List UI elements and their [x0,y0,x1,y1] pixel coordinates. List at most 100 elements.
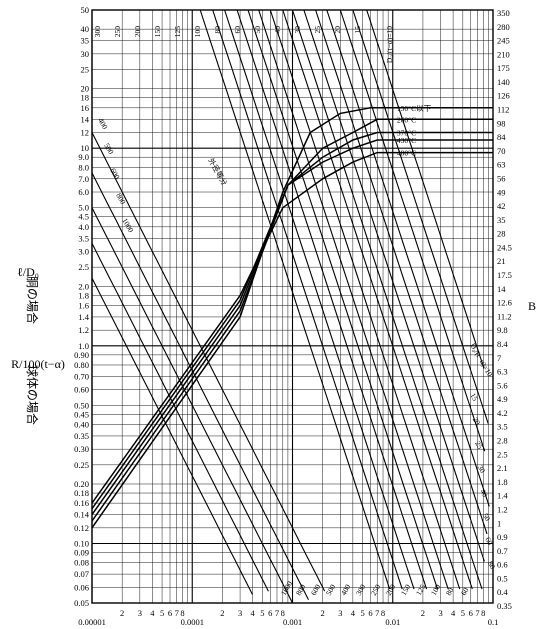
d0-value-label: 80 [486,560,498,571]
d0-value-label: 400 [339,583,353,597]
right-tick-label: 126 [497,91,510,101]
x-tick-label: 8 [180,608,184,618]
y-axis-label-top: ℓ/D₀ [17,265,39,279]
y-tick-label: 0.35 [74,431,89,441]
y-tick-label: 4.5 [78,212,89,222]
d0-ratio-line [236,9,428,590]
d0-value-label: 60 [459,586,471,597]
d0-value-label: 20 [471,416,483,427]
right-tick-label: 11.2 [497,311,512,321]
d0-ratio-line [269,9,461,590]
y-tick-label: 2.5 [78,262,89,272]
d0-ratio-line [291,9,483,590]
x-tick-label: 7 [475,608,479,618]
d0-value-label: 200 [384,583,398,597]
x-tick-label: 4 [250,608,255,618]
d0-value-label: 400 [96,117,110,131]
right-tick-label: 8.4 [497,339,508,349]
right-tick-label: 0.7 [497,546,508,556]
x-tick-label: 3 [138,608,142,618]
x-tick-label: 5 [160,608,164,618]
d0-ratio-line [91,172,309,601]
d0-value-label: 600 [309,583,323,597]
right-tick-label: 35 [497,215,506,225]
right-tick-label: 21 [497,256,506,266]
x-tick-label: 6 [268,608,272,618]
y-tick-label: 1.0 [78,341,89,351]
d0-value-label: 50 [481,512,493,523]
y-tick-label: 1.2 [78,325,89,335]
d0-value-label: 15 [468,392,480,403]
x-tick-label: 7 [175,608,179,618]
y-tick-label: 9.0 [78,152,89,162]
y-tick-label: 2.0 [78,281,89,291]
d0-ratio-line [366,9,485,369]
d0-value-label: 500 [102,142,116,156]
x-tick-label: 4 [451,608,456,618]
right-tick-label: 1 [497,518,501,528]
d0-ratio-lines [91,9,490,604]
x-tick-label: 4 [351,608,356,618]
x-tick-label: 2 [220,608,224,618]
right-tick-label: 49 [497,187,506,197]
d0-ratio-line [199,9,391,590]
right-tick-label: 9.8 [497,325,508,335]
d0-value-label: 300 [354,583,368,597]
x-tick-label: 8 [381,608,385,618]
y-tick-label: 0.30 [74,444,89,454]
right-tick-label: 42 [497,201,506,211]
x-tick-label: 3 [238,608,242,618]
y-tick-label: 5.0 [78,203,89,213]
y-axis-label-mid: R/100(t−α) [11,357,65,371]
y-tick-label: 8.0 [78,162,89,172]
y-tick-label: 18 [81,93,90,103]
temperature-label: 430°C [397,136,416,145]
d0-ratio-line [339,9,486,452]
x-tick-label: 3 [438,608,442,618]
right-tick-label: 70 [497,146,506,156]
y-axis-label-bottom-paren: 球体の場合 [25,365,40,425]
d0-value-label: 20 [333,26,342,34]
temperature-curve [91,118,493,522]
right-tick-label: 1.4 [497,491,508,501]
right-tick-label: 0.9 [497,532,508,542]
y-tick-label: 0.25 [74,460,89,470]
x-tick-label: 0.00001 [78,617,106,627]
y-tick-label: 0.08 [74,558,89,568]
d0-value-label: 40 [273,26,282,34]
d0-value-label: 300 [93,26,102,38]
right-tick-label: 0.5 [497,573,508,583]
y-tick-label: 0.45 [74,409,89,419]
x-tick-label: 6 [368,608,372,618]
y-tick-label: 35 [81,36,90,46]
temperature-curve [91,139,493,510]
y-tick-label: 30 [81,49,90,59]
y-tick-label: 1.6 [78,300,89,310]
x-tick-label: 4 [150,608,155,618]
right-tick-label: 210 [497,49,510,59]
right-tick-label: 5.6 [497,380,508,390]
x-tick-label: 2 [321,608,325,618]
y-tick-label: 0.09 [74,548,89,558]
y-axis-label-top-paren: 胴の場合 [25,276,40,324]
y-tick-label: 0.50 [74,400,89,410]
right-tick-label: 63 [497,160,506,170]
right-tick-label: 7 [497,353,501,363]
right-tick-label: 56 [497,173,506,183]
right-tick-label: 84 [497,132,506,142]
plot-frame [91,9,494,604]
y-tick-label: 0.05 [74,598,89,608]
d0-value-label: 15 [353,26,362,34]
x-tick-label: 0.01 [385,617,400,627]
y-tick-label: 14 [81,114,90,124]
right-axis-ticks: 350 280 245 210 175 140 126 112 98 84 70 63 56 49 42 35… [497,8,512,611]
d0-value-label: 100 [193,26,202,38]
d0-value-label: 500 [324,583,338,597]
y-tick-label: 0.14 [74,510,90,520]
temperature-label: 370°C [397,129,416,138]
temperature-label: 260°C [397,115,416,124]
x-tick-label: 3 [338,608,342,618]
right-tick-label: 3.5 [497,422,508,432]
y-tick-label: 1.4 [78,312,89,322]
d0-ratio-line [258,9,449,590]
